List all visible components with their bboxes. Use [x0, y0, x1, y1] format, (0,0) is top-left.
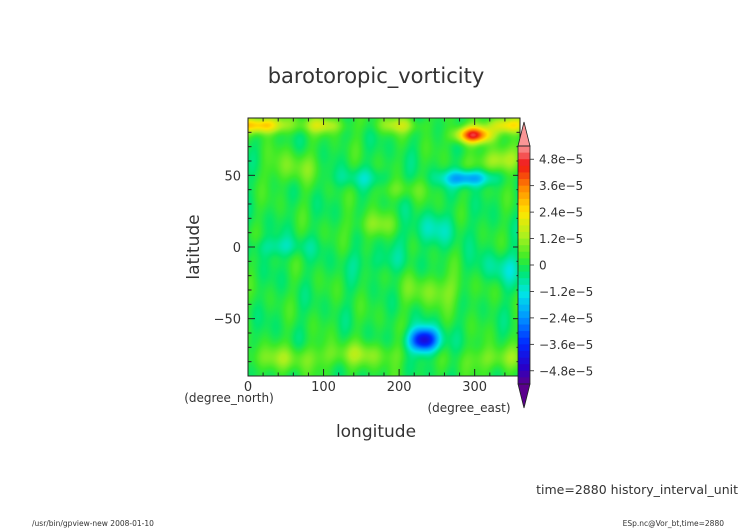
colorbar-segment: [518, 331, 530, 339]
colorbar-segment: [518, 344, 530, 352]
x-axis-ticks: 0 100 200 300: [244, 118, 506, 395]
colorbar-segment: [518, 152, 530, 160]
y-tick-label: 0: [233, 241, 241, 256]
colorbar-segment: [518, 291, 530, 299]
colorbar-segment: [518, 311, 530, 319]
colorbar-tick-label: 2.4e−5: [539, 206, 583, 220]
colorbar-segment: [518, 357, 530, 365]
x-tick-label: 0: [244, 380, 252, 395]
y-axis-ticks: −50 0 50: [214, 131, 520, 363]
source-label: ESp.nc@Vor_bt,time=2880: [623, 519, 725, 528]
colorbar-segment: [518, 324, 530, 332]
colorbar-min-arrow: [517, 383, 531, 409]
colorbar-segment: [518, 165, 530, 173]
y-tick-label: 50: [224, 169, 241, 184]
y-axis-label: latitude: [184, 214, 204, 279]
time-label: time=2880 history_interval_unit: [536, 482, 738, 497]
colorbar-segment: [518, 377, 530, 385]
colorbar-segment: [518, 317, 530, 325]
y-tick-label: −50: [214, 313, 241, 328]
colorbar-tick-label: 1.2e−5: [539, 232, 583, 246]
colorbar-tick-label: 4.8e−5: [539, 153, 583, 167]
colorbar-segment: [518, 179, 530, 187]
colorbar-segment: [518, 258, 530, 266]
colorbar-segment: [518, 212, 530, 220]
colorbar-segment: [518, 304, 530, 312]
colorbar-segment: [518, 198, 530, 206]
colorbar-segment: [518, 205, 530, 213]
x-tick-label: 300: [462, 380, 487, 395]
x-unit-label: (degree_east): [427, 401, 510, 415]
colorbar-tick-label: 3.6e−5: [539, 179, 583, 193]
program-label: /usr/bin/gpview-new 2008-01-10: [32, 519, 154, 528]
colorbar-tick-label: −2.4e−5: [539, 311, 593, 325]
colorbar-segment: [518, 225, 530, 233]
colorbar-segment: [518, 238, 530, 246]
colorbar-segment: [518, 218, 530, 226]
colorbar-segment: [518, 185, 530, 193]
chart-title: barotoropic_vorticity: [268, 64, 485, 89]
x-axis-label: longitude: [336, 422, 416, 442]
colorbar: [517, 121, 531, 409]
colorbar-segment: [518, 172, 530, 180]
colorbar-tick-label: 0: [539, 259, 547, 273]
colorbar-tick-label: −3.6e−5: [539, 338, 593, 352]
colorbar-segment: [518, 271, 530, 279]
colorbar-segment: [518, 251, 530, 259]
colorbar-segment: [518, 364, 530, 372]
colorbar-segment: [518, 231, 530, 239]
colorbar-segment: [518, 337, 530, 345]
colorbar-tick-label: −1.2e−5: [539, 285, 593, 299]
x-tick-label: 200: [387, 380, 412, 395]
y-unit-label: (degree_north): [184, 391, 274, 405]
x-tick-label: 100: [311, 380, 336, 395]
colorbar-tick-label: −4.8e−5: [539, 364, 593, 378]
vorticity-heatmap: [248, 118, 520, 376]
colorbar-segment: [518, 192, 530, 200]
colorbar-segment: [518, 298, 530, 306]
colorbar-segment: [518, 284, 530, 292]
plot-area: [247, 117, 521, 377]
colorbar-segment: [518, 245, 530, 253]
colorbar-ticks: 4.8e−5 3.6e−5 2.4e−5 1.2e−5 0 −1.2e−5 −2.4e−5 −…: [530, 153, 593, 378]
colorbar-segment: [518, 146, 530, 154]
colorbar-segment: [518, 370, 530, 378]
colorbar-segment: [518, 278, 530, 286]
colorbar-segment: [518, 350, 530, 358]
colorbar-segment: [518, 265, 530, 273]
colorbar-segment: [518, 159, 530, 167]
